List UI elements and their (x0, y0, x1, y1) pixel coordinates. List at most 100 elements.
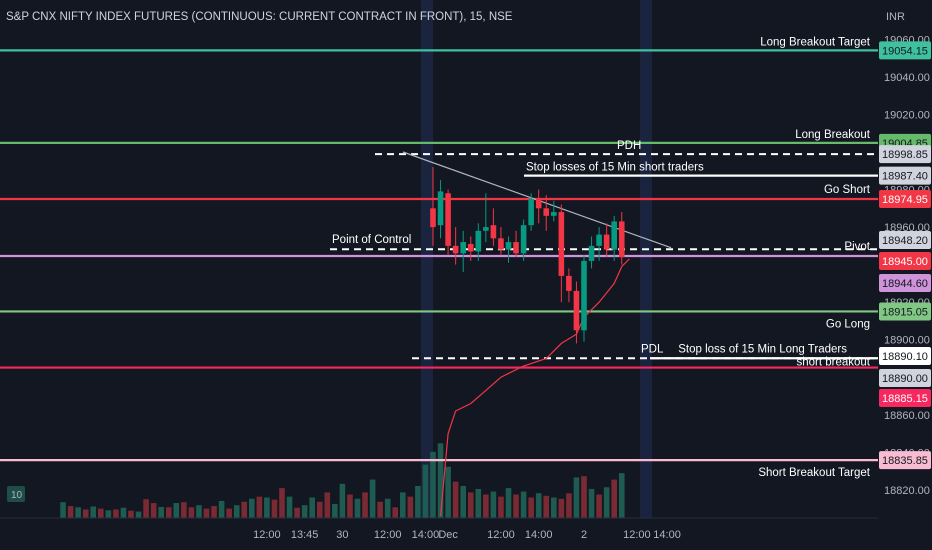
volume-bar (611, 479, 617, 518)
candle-body[interactable] (505, 242, 512, 250)
session-highlight-1 (639, 0, 652, 518)
volume-bar (347, 494, 353, 518)
candle-body[interactable] (558, 212, 565, 276)
candle-body[interactable] (535, 198, 542, 209)
volume-bar (165, 507, 172, 518)
candle-body[interactable] (460, 242, 466, 254)
candle-body[interactable] (520, 225, 527, 254)
candle-body[interactable] (490, 225, 497, 239)
candle-body[interactable] (588, 245, 595, 261)
price-axis-tick: 19040.00 (884, 72, 930, 84)
volume-bar (113, 509, 119, 518)
volume-bar (316, 501, 323, 518)
price-tag-0-bg (879, 41, 931, 60)
time-axis-tick: Dec (438, 529, 458, 541)
candle-body[interactable] (483, 227, 489, 231)
volume-bars (60, 443, 625, 518)
volume-bar (603, 487, 610, 518)
volume-bar (437, 443, 444, 518)
price-tag-5: 18948.20 (882, 235, 928, 247)
volume-bar (452, 481, 459, 518)
volume-bar (241, 501, 248, 518)
volume-bar (128, 510, 134, 518)
candle-body[interactable] (513, 242, 519, 254)
time-axis[interactable]: 12:00 13:45 30 12:00 14:00 Dec 12:00 14:00 2 12:0… (253, 529, 681, 541)
session-highlight-0 (421, 0, 433, 518)
price-tag-11-bg (879, 389, 931, 407)
volume-bar (60, 502, 66, 518)
volume-bar (286, 496, 293, 518)
price-tag-4-bg (879, 190, 931, 209)
volume-bar (181, 502, 187, 518)
candle-body[interactable] (596, 234, 602, 246)
volume-bar (596, 494, 602, 518)
candle-body[interactable] (543, 208, 550, 216)
price-tag-8: 18890.10 (882, 351, 928, 363)
volume-bar (120, 507, 127, 518)
level-label-2: PDH (617, 140, 641, 152)
volume-bar (264, 497, 270, 518)
time-axis-tick: 14:00 (525, 529, 553, 541)
price-tag-11: 18885.15 (882, 393, 928, 405)
time-axis-tick: 13:45 (291, 529, 319, 541)
candle-body[interactable] (581, 260, 587, 331)
price-axis-tick: 19020.00 (884, 109, 930, 121)
volume-bar (339, 483, 346, 518)
volume-bar (150, 503, 157, 518)
level-label-10: short breakout (796, 356, 870, 368)
candle-body[interactable] (551, 212, 557, 216)
price-axis-tick: 18900.00 (884, 335, 930, 347)
candle-body[interactable] (445, 193, 451, 246)
volume-bar (558, 498, 565, 518)
volume-bar (143, 499, 149, 518)
volume-bar (203, 508, 210, 518)
candle-body[interactable] (430, 208, 436, 228)
candle-body[interactable] (437, 191, 444, 226)
price-tag-5-bg (879, 231, 931, 249)
volume-bar (324, 492, 331, 518)
candle-body[interactable] (611, 221, 617, 250)
currency-label: INR (886, 11, 905, 23)
volume-bar (392, 507, 399, 518)
candle-body[interactable] (528, 198, 534, 226)
volume-bar (535, 493, 542, 518)
candle-body[interactable] (618, 221, 625, 258)
volume-bar (483, 494, 489, 518)
volume-bar (256, 496, 263, 518)
candle-body[interactable] (467, 243, 474, 252)
volume-bar (460, 485, 466, 518)
time-axis-tick: 12:00 (623, 529, 651, 541)
volume-bar (249, 498, 255, 518)
volume-bar (618, 473, 625, 518)
time-axis-tick: 14:00 (653, 529, 681, 541)
volume-bar (211, 506, 217, 518)
volume-bar (279, 488, 285, 518)
candle-body[interactable] (452, 245, 459, 254)
volume-bar (135, 511, 142, 518)
volume-bar (475, 488, 482, 518)
volume-bar (566, 493, 572, 518)
volume-bar (505, 488, 512, 518)
candlestick-series[interactable] (430, 167, 625, 344)
vwap-line (440, 258, 630, 517)
volume-bar (551, 497, 557, 518)
volume-bar (271, 499, 278, 518)
price-tag-4: 18974.95 (882, 194, 928, 206)
candle-body[interactable] (573, 290, 580, 331)
symbol-title[interactable]: S&P CNX NIFTY INDEX FUTURES (CONTINUOUS:… (6, 11, 513, 23)
candle-body[interactable] (498, 238, 504, 250)
candle-body[interactable] (566, 275, 572, 291)
candle-body[interactable] (475, 230, 482, 252)
volume-bar (98, 508, 104, 518)
time-axis-tick: 30 (336, 529, 348, 541)
time-axis-tick: 14:00 (412, 529, 440, 541)
volume-badge: 10 (11, 490, 23, 501)
volume-bar (196, 505, 202, 518)
candle-body[interactable] (603, 234, 610, 250)
volume-bar (67, 506, 74, 518)
volume-bar (377, 501, 383, 518)
level-label-3: Stop losses of 15 Min short traders (526, 162, 704, 174)
volume-bar (105, 510, 112, 518)
price-tag-0: 19054.15 (882, 45, 928, 57)
